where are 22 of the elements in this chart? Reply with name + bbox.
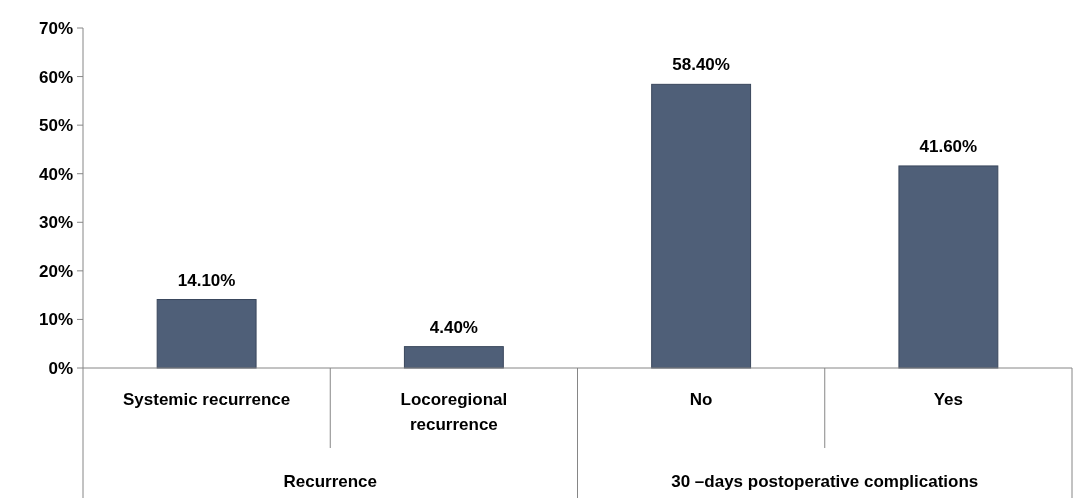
- text: 30 –days postoperative complications: [671, 472, 979, 491]
- text: Recurrence: [283, 472, 378, 491]
- y-tick-label: 0%: [48, 358, 73, 378]
- y-tick-label: 30%: [38, 213, 73, 233]
- y-tick-label: 60%: [38, 67, 73, 87]
- y-tick-label: 10%: [38, 310, 73, 330]
- y-tick-label: 20%: [38, 261, 73, 281]
- y-tick-label: 50%: [38, 116, 73, 136]
- x-tick-label: Yes: [933, 390, 964, 409]
- data-label: 58.40%: [672, 55, 730, 75]
- bar: [403, 346, 504, 369]
- y-tick-label: 40%: [38, 164, 73, 184]
- bar: [898, 165, 999, 369]
- x-tick-label: Locoregional recurrence: [400, 390, 508, 434]
- data-label: 14.10%: [177, 270, 236, 290]
- x-tick-label: Systemic recurrence: [122, 390, 291, 409]
- x-tick-label: No: [689, 390, 713, 409]
- bar: [651, 83, 752, 369]
- data-label: 4.40%: [429, 317, 478, 337]
- bar: [156, 299, 257, 369]
- data-label: 41.60%: [919, 136, 978, 156]
- y-tick-label: 70%: [38, 18, 73, 38]
